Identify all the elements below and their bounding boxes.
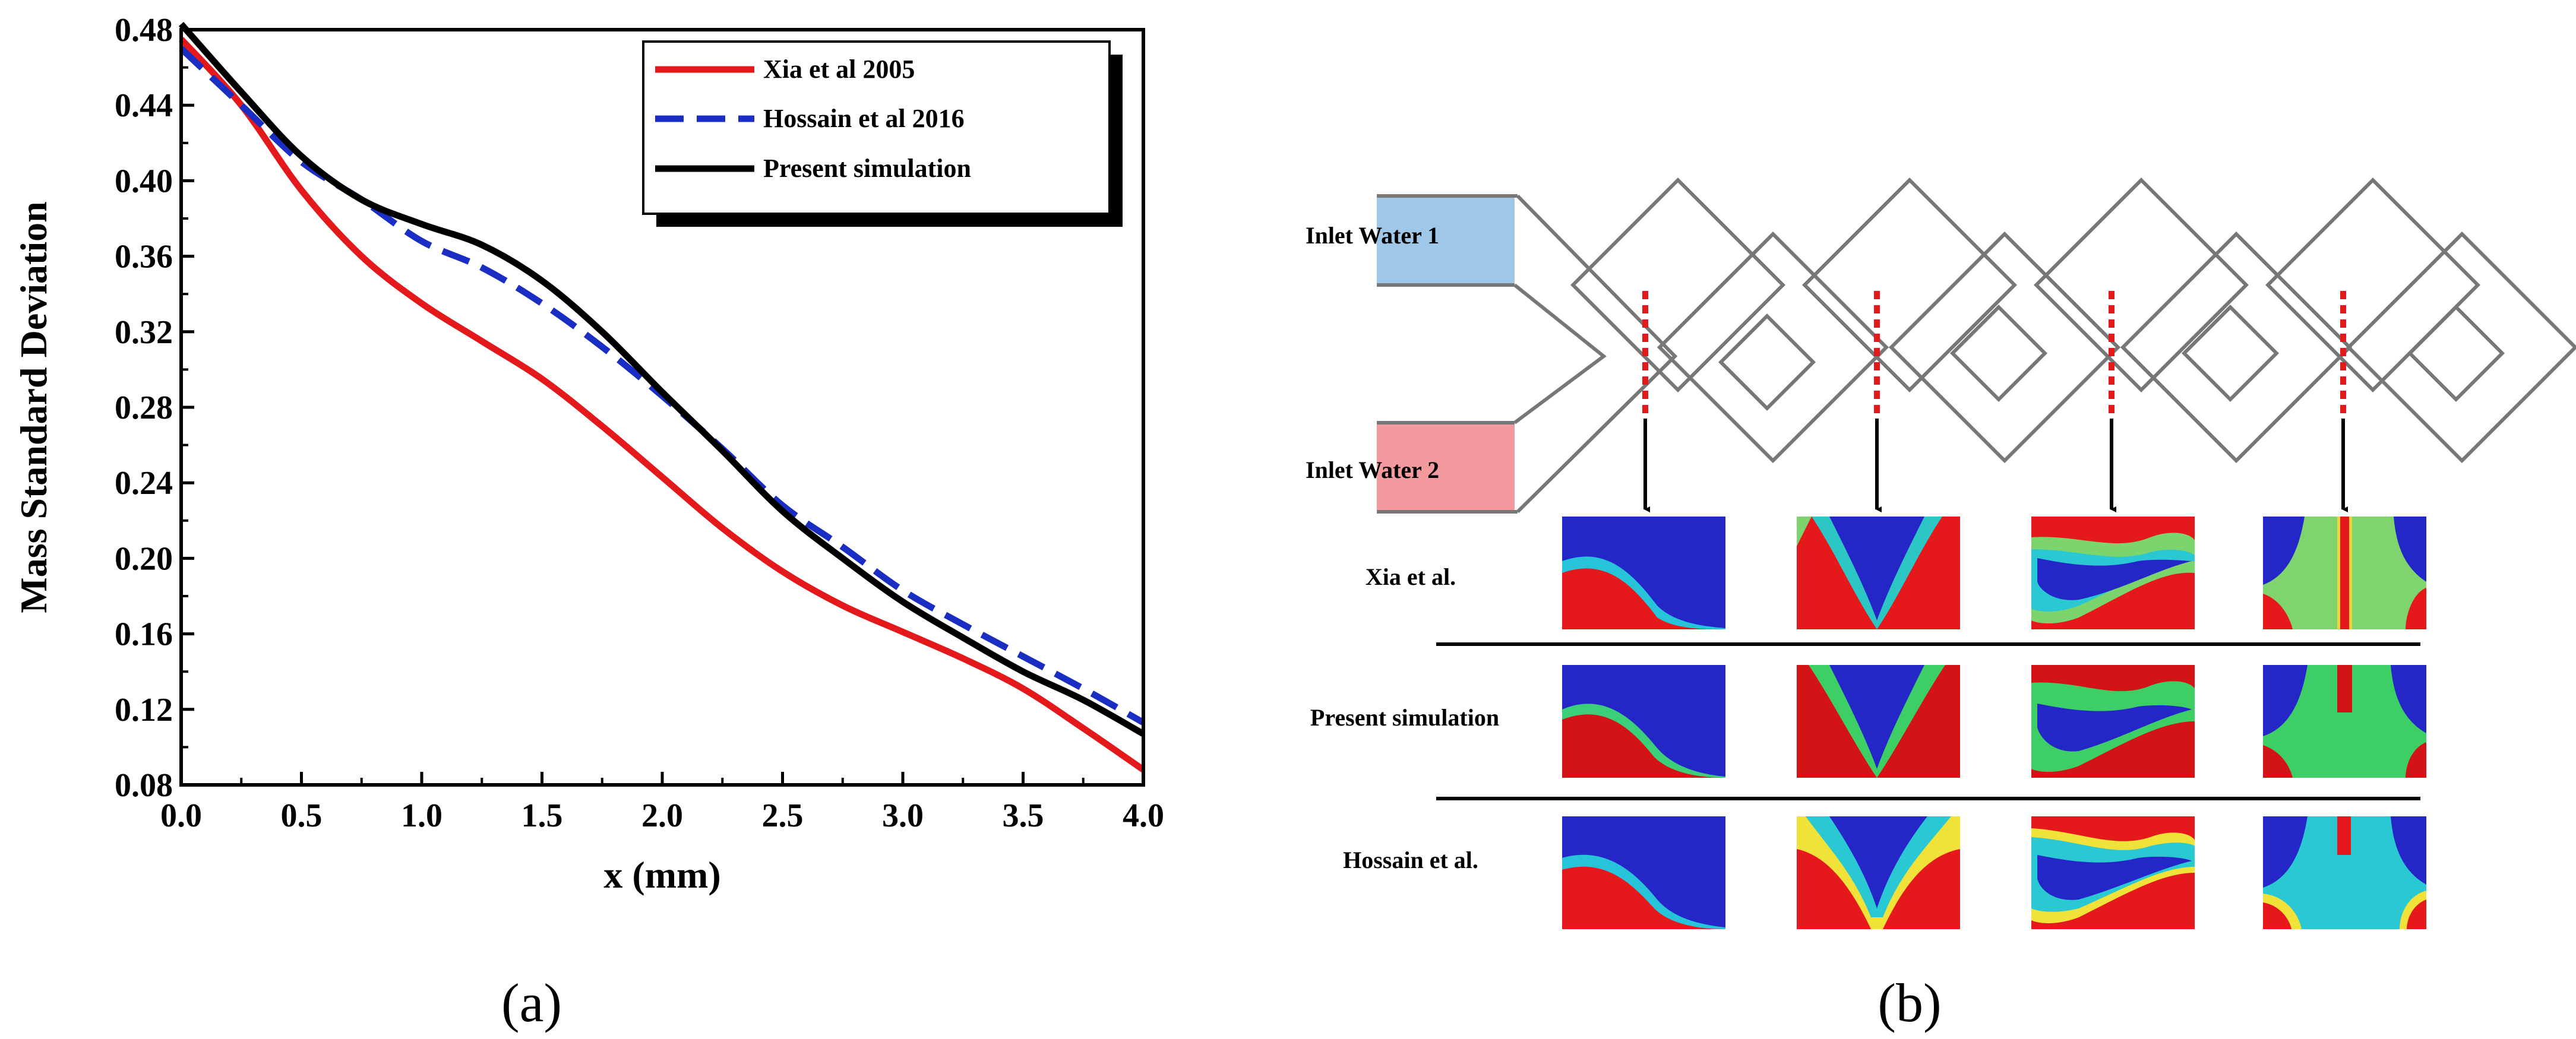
x-tick-label: 4.0 bbox=[1123, 797, 1164, 834]
x-tick-label: 0.0 bbox=[160, 797, 202, 834]
x-tick-label: 3.0 bbox=[882, 797, 924, 834]
legend-label-hossain: Hossain et al 2016 bbox=[763, 104, 965, 133]
y-axis-label: Mass Standard Deviation bbox=[12, 201, 55, 613]
y-tick-label: 0.16 bbox=[115, 616, 173, 653]
contour-hossain-1 bbox=[1562, 816, 1725, 929]
x-tick-label: 3.5 bbox=[1003, 797, 1044, 834]
y-tick-label: 0.36 bbox=[115, 239, 173, 275]
contour-hossain-3 bbox=[2031, 816, 2195, 929]
y-tick-label: 0.44 bbox=[115, 87, 173, 124]
inlet-water-1-label: Inlet Water 1 bbox=[1306, 222, 1439, 249]
legend: Xia et al 2005 Hossain et al 2016 Presen… bbox=[642, 40, 1123, 227]
contour-xia-1 bbox=[1562, 517, 1725, 629]
panel-label-b: (b) bbox=[1878, 973, 1941, 1033]
y-tick-label: 0.12 bbox=[115, 692, 173, 728]
x-axis-label: x (mm) bbox=[603, 854, 720, 896]
inlet-water-2-channel bbox=[1377, 423, 1515, 512]
contour-xia-2 bbox=[1797, 517, 1960, 629]
legend-label-xia: Xia et al 2005 bbox=[763, 55, 915, 84]
plot-frame bbox=[179, 28, 1145, 787]
y-tick-label: 0.20 bbox=[115, 540, 173, 577]
row-label-hossain: Hossain et al. bbox=[1343, 847, 1478, 873]
contour-xia-4 bbox=[2263, 517, 2426, 629]
x-tick-label: 2.0 bbox=[641, 797, 683, 834]
panel-label-a: (a) bbox=[501, 973, 562, 1033]
row-label-xia: Xia et al. bbox=[1366, 563, 1456, 590]
inlet-water-1-channel bbox=[1377, 196, 1515, 285]
contour-present-2 bbox=[1797, 665, 1960, 778]
y-tick-label: 0.40 bbox=[115, 163, 173, 199]
row-label-present: Present simulation bbox=[1310, 704, 1499, 731]
contour-present-4 bbox=[2263, 665, 2426, 778]
legend-label-present: Present simulation bbox=[763, 154, 971, 183]
series-line-0 bbox=[178, 37, 1146, 773]
contour-hossain-4 bbox=[2263, 816, 2426, 929]
cross-section-markers bbox=[1642, 291, 2348, 512]
contour-xia-3 bbox=[2031, 517, 2195, 629]
inlet-water-2-label: Inlet Water 2 bbox=[1306, 457, 1439, 483]
y-tick-label: 0.48 bbox=[115, 12, 173, 49]
y-tick-label: 0.28 bbox=[115, 389, 173, 426]
y-tick-label: 0.08 bbox=[115, 767, 173, 804]
contour-present-1 bbox=[1562, 665, 1725, 778]
channel-network bbox=[1513, 177, 2576, 514]
series-line-2 bbox=[178, 21, 1145, 737]
x-tick-label: 0.5 bbox=[281, 797, 323, 834]
y-tick-label: 0.32 bbox=[115, 314, 173, 351]
contour-hossain-2 bbox=[1797, 816, 1960, 929]
x-tick-label: 1.0 bbox=[401, 797, 442, 834]
x-tick-label: 1.5 bbox=[521, 797, 563, 834]
x-tick-label: 2.5 bbox=[762, 797, 804, 834]
y-tick-label: 0.24 bbox=[115, 465, 173, 502]
contour-present-3 bbox=[2031, 665, 2195, 778]
